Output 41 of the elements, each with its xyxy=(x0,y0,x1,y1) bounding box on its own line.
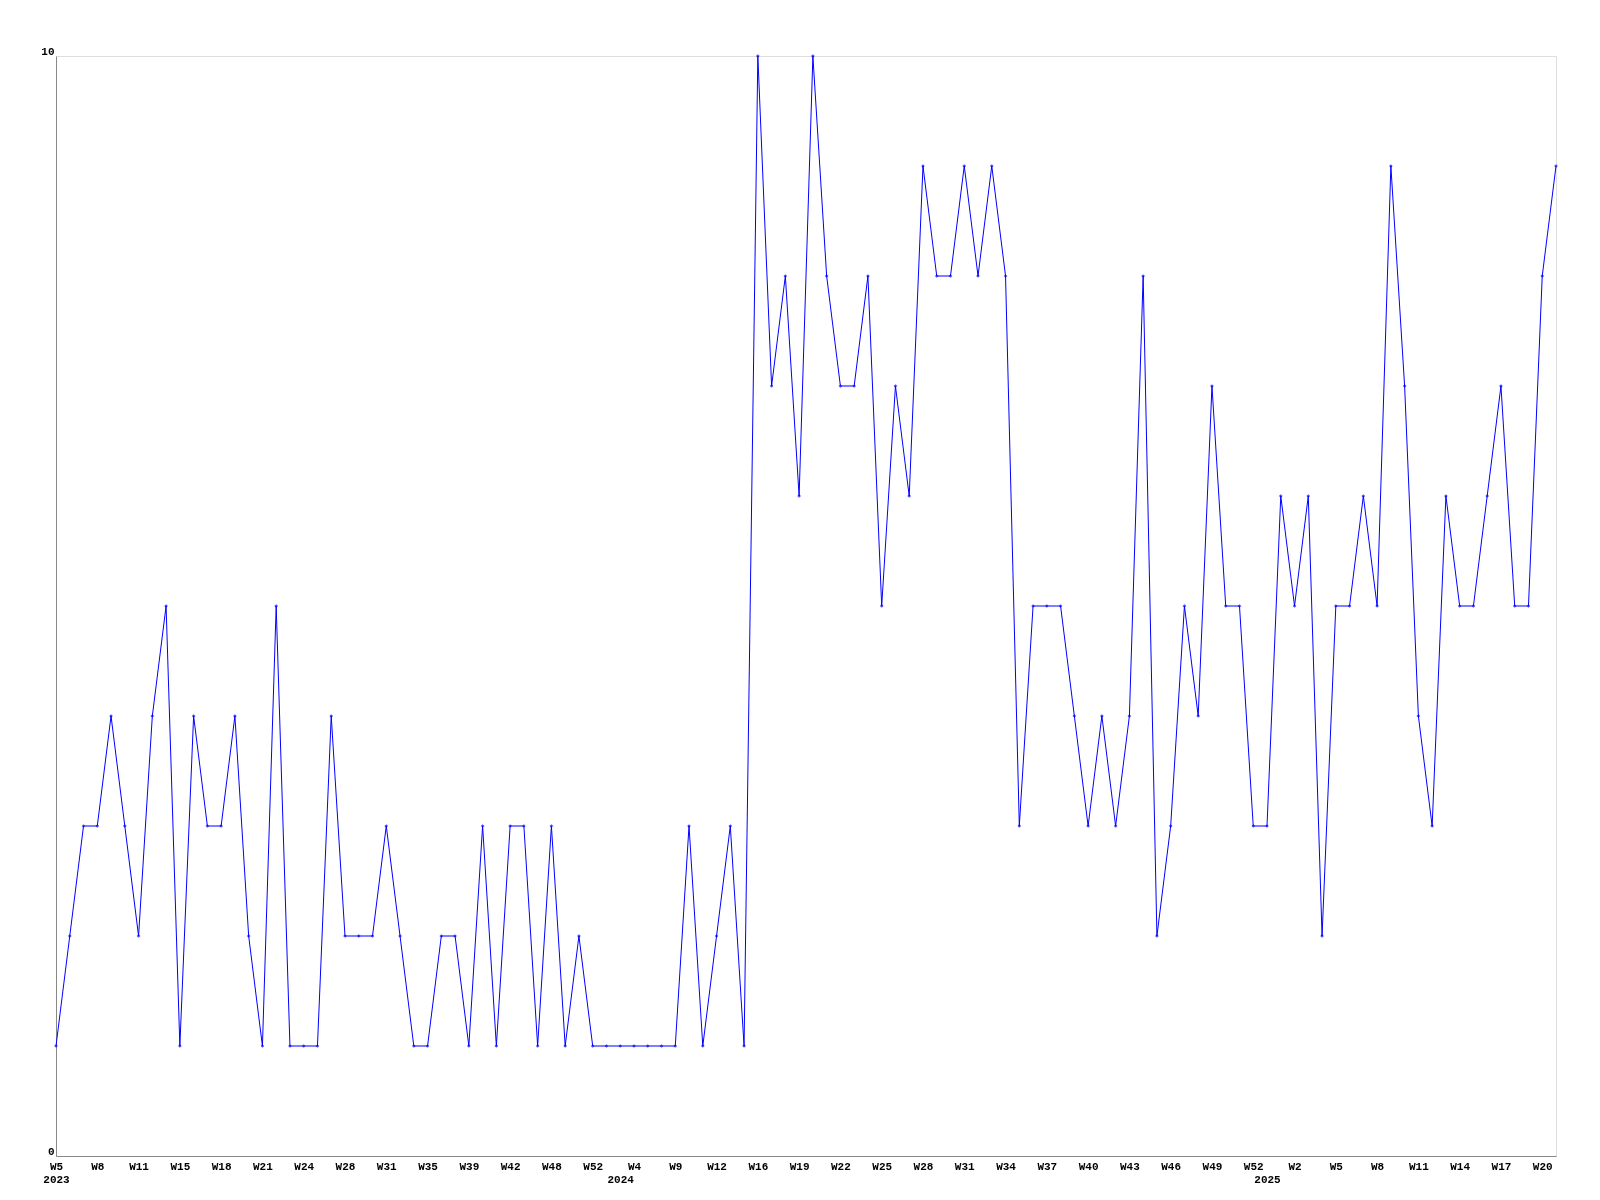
y-tick-label: 10 xyxy=(41,45,55,58)
x-tick-label: W15 xyxy=(170,1160,191,1173)
x-tick-label: W34 xyxy=(996,1160,1017,1173)
y-tick-label: 0 xyxy=(47,1145,55,1158)
x-tick-label: W4 xyxy=(627,1160,642,1173)
x-tick-label: W8 xyxy=(91,1160,105,1173)
x-tick-label: W18 xyxy=(211,1160,232,1173)
x-tick-label: W9 xyxy=(669,1160,683,1173)
x-tick-label: W22 xyxy=(831,1160,851,1173)
x-tick-label: W43 xyxy=(1119,1160,1141,1173)
x-tick-label: W8 xyxy=(1371,1160,1385,1173)
x-tick-label: W49 xyxy=(1202,1160,1223,1173)
x-tick-label: W17 xyxy=(1491,1160,1512,1173)
x-tick-label: W20 xyxy=(1532,1160,1553,1173)
x-tick-label: W25 xyxy=(872,1160,893,1173)
x-tick-label: W28 xyxy=(335,1160,356,1173)
x-tick-label: W16 xyxy=(748,1160,769,1173)
x-tick-label: W31 xyxy=(954,1160,976,1173)
x-tick-label: 2024 xyxy=(607,1173,635,1186)
x-tick-label: W11 xyxy=(1408,1160,1430,1173)
x-tick-label: W35 xyxy=(418,1160,439,1173)
x-tick-label: W5 xyxy=(1329,1160,1344,1173)
x-tick-label: W19 xyxy=(789,1160,810,1173)
x-tick-label: W42 xyxy=(500,1160,521,1173)
x-tick-label: W12 xyxy=(707,1160,727,1173)
x-tick-label: W37 xyxy=(1037,1160,1058,1173)
x-tick-label: W21 xyxy=(253,1160,274,1173)
x-tick-label: W31 xyxy=(376,1160,398,1173)
x-tick-label: W46 xyxy=(1161,1160,1182,1173)
x-tick-label: W39 xyxy=(459,1160,480,1173)
x-tick-label: W5 2023 xyxy=(43,1160,71,1186)
x-tick-label: W52 xyxy=(1243,1160,1264,1173)
x-tick-label: W24 xyxy=(294,1160,315,1173)
x-tick-label: W40 xyxy=(1078,1160,1099,1173)
x-tick-label: W48 xyxy=(542,1160,563,1173)
x-tick-label: W14 xyxy=(1450,1160,1471,1173)
x-tick-label: 2025 xyxy=(1254,1173,1282,1186)
x-tick-label: W52 xyxy=(583,1160,604,1173)
x-tick-label: W28 xyxy=(913,1160,934,1173)
x-tick-label: W11 xyxy=(129,1160,150,1173)
x-tick-label: W2 xyxy=(1288,1160,1302,1173)
